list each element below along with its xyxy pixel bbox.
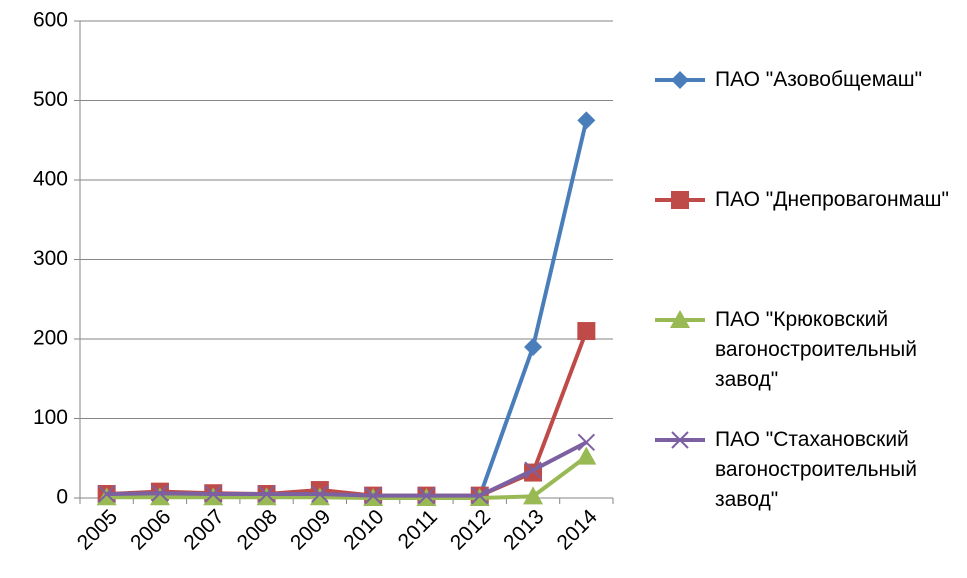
marker bbox=[309, 487, 330, 506]
marker bbox=[524, 461, 542, 479]
marker bbox=[577, 111, 596, 130]
legend-label: ПАО "Азовобщемаш" bbox=[715, 68, 923, 91]
marker bbox=[671, 191, 689, 209]
marker bbox=[577, 433, 596, 452]
x-tick-label: 2007 bbox=[179, 505, 228, 554]
marker bbox=[577, 322, 596, 341]
y-tick-label: 100 bbox=[33, 406, 68, 429]
marker bbox=[417, 486, 436, 505]
marker bbox=[671, 431, 689, 449]
y-tick-label: 400 bbox=[33, 168, 68, 191]
x-tick-label: 2013 bbox=[499, 505, 548, 554]
series-line bbox=[106, 440, 588, 498]
y-tick-label: 500 bbox=[33, 88, 68, 111]
marker bbox=[311, 485, 329, 503]
legend-label: ПАО "Стахановский вагоностроительный зав… bbox=[715, 428, 917, 511]
marker bbox=[204, 485, 222, 503]
marker bbox=[96, 487, 117, 506]
legend-label: ПАО "Днепровагонмаш" bbox=[715, 188, 949, 211]
marker bbox=[97, 485, 116, 503]
y-tick-label: 600 bbox=[33, 9, 68, 32]
x-tick-label: 2014 bbox=[553, 505, 603, 555]
series-line bbox=[106, 455, 588, 500]
series-line bbox=[106, 119, 589, 499]
marker bbox=[524, 337, 543, 356]
marker bbox=[256, 487, 277, 506]
marker bbox=[203, 487, 224, 506]
y-tick-label: 0 bbox=[56, 486, 68, 509]
x-tick-label: 2009 bbox=[286, 505, 335, 554]
marker bbox=[471, 486, 489, 505]
x-tick-label: 2005 bbox=[73, 505, 122, 554]
x-tick-label: 2008 bbox=[233, 505, 282, 554]
x-tick-label: 2010 bbox=[339, 505, 388, 554]
legend-label: ПАО "Крюковский вагоностроительный завод… bbox=[715, 308, 917, 391]
marker bbox=[149, 487, 170, 506]
marker bbox=[576, 446, 597, 465]
marker bbox=[257, 485, 276, 503]
y-tick-label: 300 bbox=[33, 247, 68, 270]
marker bbox=[670, 310, 690, 328]
x-tick-label: 2011 bbox=[394, 505, 442, 553]
y-tick-label: 200 bbox=[33, 327, 68, 350]
marker bbox=[671, 71, 689, 89]
marker bbox=[523, 486, 544, 505]
series-line bbox=[106, 330, 589, 498]
x-tick-label: 2006 bbox=[126, 505, 175, 554]
x-tick-label: 2012 bbox=[446, 505, 495, 554]
marker bbox=[151, 484, 169, 502]
marker bbox=[364, 486, 382, 505]
